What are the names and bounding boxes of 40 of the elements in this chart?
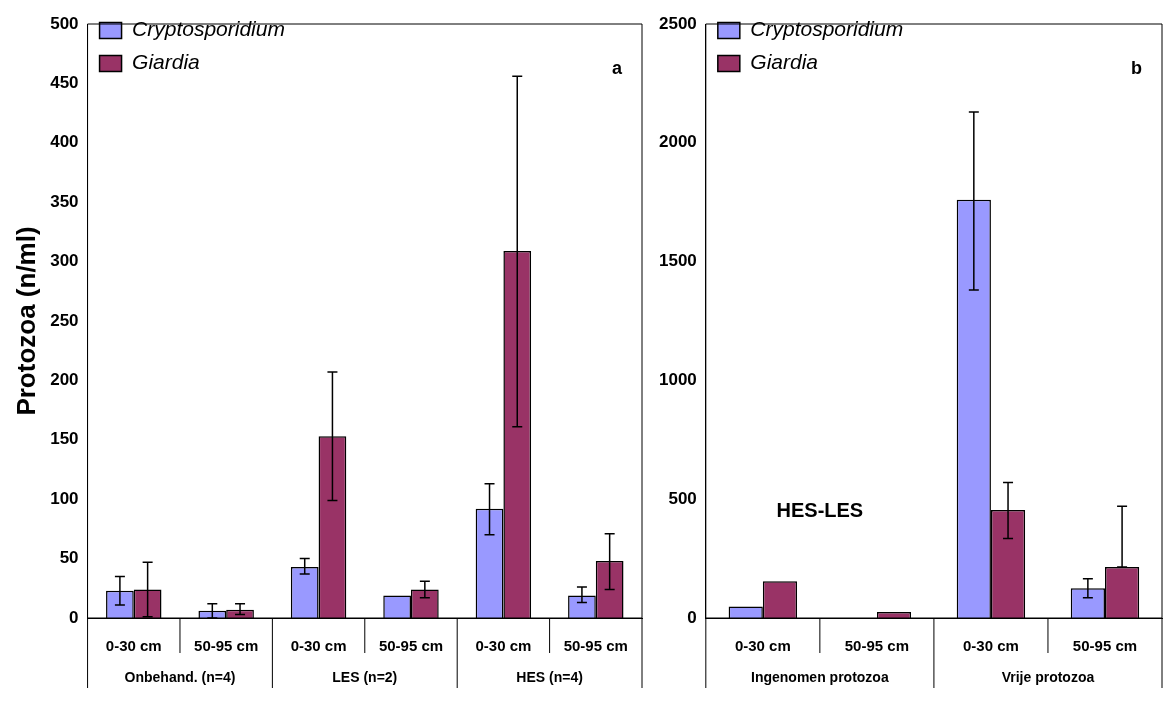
- x-tick-label: 50-95 cm: [378, 637, 444, 655]
- y-tick-label: 350: [50, 191, 79, 211]
- legend-label: Cryptosporidium: [750, 17, 904, 41]
- y-tick-label: 500: [668, 488, 697, 508]
- x-tick-label: 50-95 cm: [194, 637, 259, 655]
- y-tick-label: 2500: [658, 13, 697, 33]
- x-tick-label: 50-95 cm: [844, 637, 909, 655]
- y-tick-label: 0: [687, 607, 697, 627]
- x-tick-label: 50-95 cm: [563, 637, 628, 655]
- x-tick-label: 0-30 cm: [962, 637, 1019, 655]
- y-tick-label: 100: [50, 488, 79, 508]
- y-tick-label: 200: [50, 370, 79, 390]
- text: Vrije protozoa: [1001, 668, 1095, 685]
- text: LES (n=2): [332, 668, 398, 685]
- y-tick-label: 250: [50, 310, 79, 330]
- y-tick-label: 300: [50, 251, 79, 271]
- legend-label: Giardia: [132, 50, 200, 74]
- x-tick-label: 50-95 cm: [1072, 637, 1138, 655]
- y-tick-label: 50: [59, 548, 79, 568]
- x-tick-label: 0-30 cm: [475, 637, 532, 655]
- text: b: [1131, 57, 1142, 78]
- text: Ingenomen protozoa: [751, 668, 889, 685]
- y-tick-label: 150: [50, 429, 79, 449]
- text: a: [611, 57, 623, 78]
- x-tick-label: 0-30 cm: [290, 637, 347, 655]
- x-tick-label: 0-30 cm: [734, 637, 791, 655]
- legend-label: Cryptosporidium: [132, 17, 285, 41]
- text: HES (n=4): [516, 668, 583, 685]
- x-tick-label: 0-30 cm: [105, 637, 162, 655]
- y-tick-label: 450: [50, 73, 79, 93]
- y-tick-label: 2000: [658, 132, 697, 152]
- y-tick-label: 1500: [658, 251, 697, 271]
- annotation: HES-LES: [776, 498, 864, 521]
- y-tick-label: 0: [69, 607, 79, 627]
- text: Onbehand. (n=4): [124, 668, 236, 685]
- y-tick-label: 500: [50, 13, 79, 33]
- legend-label: Giardia: [750, 50, 819, 74]
- y-tick-label: 400: [50, 132, 79, 152]
- y-tick-label: 1000: [658, 370, 697, 390]
- y-axis-title: Protozoa (n/ml): [10, 226, 41, 416]
